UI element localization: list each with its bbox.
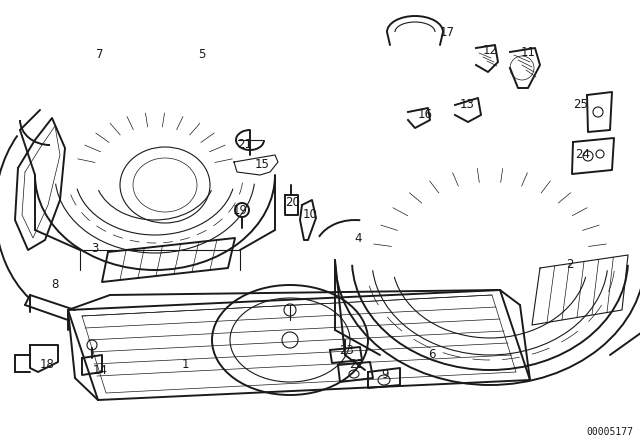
Text: 7: 7 — [96, 48, 104, 61]
Text: 14: 14 — [93, 363, 108, 376]
Text: 22: 22 — [349, 358, 365, 371]
Text: 5: 5 — [198, 48, 205, 61]
Text: 17: 17 — [440, 26, 454, 39]
Text: 19: 19 — [232, 203, 248, 216]
Text: 10: 10 — [303, 208, 317, 221]
Text: 24: 24 — [575, 148, 591, 161]
Text: 00005177: 00005177 — [586, 427, 634, 437]
Text: 3: 3 — [92, 241, 99, 254]
Text: 21: 21 — [237, 138, 253, 151]
Text: 9: 9 — [381, 369, 388, 382]
Text: 6: 6 — [428, 349, 436, 362]
Text: 12: 12 — [483, 43, 497, 56]
Text: 13: 13 — [460, 99, 474, 112]
Text: 18: 18 — [40, 358, 54, 371]
Text: 4: 4 — [355, 232, 362, 245]
Text: 15: 15 — [255, 159, 269, 172]
Text: 11: 11 — [520, 46, 536, 59]
Text: 16: 16 — [417, 108, 433, 121]
Text: 23: 23 — [340, 344, 355, 357]
Text: 8: 8 — [51, 279, 59, 292]
Text: 2: 2 — [566, 258, 573, 271]
Text: 25: 25 — [573, 99, 588, 112]
Text: 20: 20 — [285, 195, 300, 208]
Text: 1: 1 — [181, 358, 189, 371]
